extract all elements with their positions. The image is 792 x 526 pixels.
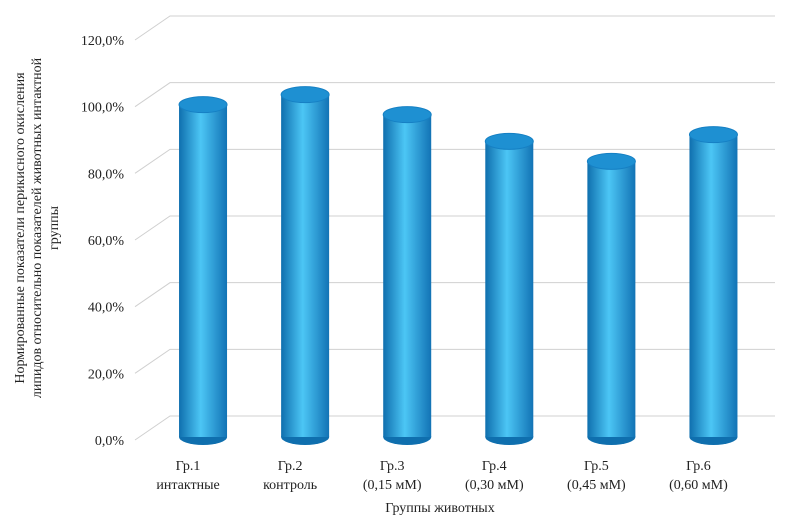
bar-body: [179, 104, 228, 438]
bar: [382, 106, 432, 445]
y-tick-label: 60,0%: [88, 234, 125, 249]
x-tick-label: Гр.4: [482, 459, 507, 474]
y-tick-label: 20,0%: [88, 367, 125, 382]
bar-top: [178, 96, 228, 114]
x-axis-title: Группы животных: [385, 501, 494, 516]
y-tick-label: 120,0%: [81, 34, 125, 49]
y-tick-label: 80,0%: [88, 167, 125, 182]
grid-line: [134, 348, 775, 374]
x-tick-label: (0,30 мМ): [465, 478, 524, 493]
grid-line: [134, 15, 775, 41]
grid-line: [134, 148, 775, 174]
grid-line: [134, 215, 775, 241]
bar: [280, 86, 330, 445]
y-tick-label: 40,0%: [88, 301, 125, 316]
bar: [688, 126, 738, 445]
y-axis-title-line: липидов относительно показателей животны…: [30, 57, 45, 398]
x-tick-label: (0,45 мМ): [567, 478, 626, 493]
bar-top: [280, 86, 330, 104]
y-tick-label: 100,0%: [81, 101, 125, 116]
x-tick-label: Гр.1: [176, 459, 201, 474]
bar-top: [688, 126, 738, 144]
x-tick-label: (0,60 мМ): [669, 478, 728, 493]
x-tick-label: Гр.5: [584, 459, 609, 474]
x-tick-label: контроль: [263, 478, 317, 493]
bar-body: [587, 161, 636, 438]
grid-line: [134, 415, 775, 441]
y-tick-label: 0,0%: [95, 434, 125, 449]
bar-body: [689, 134, 738, 437]
bar-top: [586, 152, 636, 170]
y-axis-title-line: группы: [47, 205, 62, 250]
grid-line: [134, 282, 775, 308]
grid-line: [134, 82, 775, 108]
bar-body: [281, 94, 330, 438]
bar: [178, 96, 228, 445]
x-tick-label: Гр.3: [380, 459, 405, 474]
x-tick-label: интактные: [156, 478, 219, 493]
x-tick-label: (0,15 мМ): [363, 478, 422, 493]
y-axis-title-line: Нормированные показатели перикисного оки…: [13, 72, 28, 384]
bar-top: [484, 132, 534, 150]
bar: [484, 132, 534, 445]
x-tick-label: Гр.2: [278, 459, 303, 474]
bar: [586, 152, 636, 445]
bar-body: [485, 141, 534, 438]
x-tick-label: Гр.6: [686, 459, 711, 474]
y-axis-title: Нормированные показатели перикисного оки…: [13, 57, 62, 398]
bar-body: [383, 114, 432, 438]
bar-top: [382, 106, 432, 124]
